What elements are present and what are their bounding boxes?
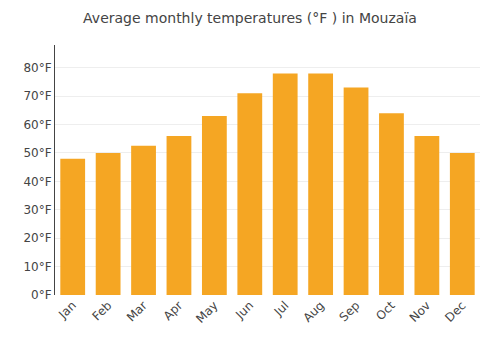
- svg-text:10°F: 10°F: [23, 260, 51, 274]
- svg-text:60°F: 60°F: [23, 118, 51, 132]
- svg-text:0°F: 0°F: [31, 288, 52, 302]
- svg-text:Apr: Apr: [161, 298, 186, 323]
- svg-text:Jun: Jun: [232, 298, 256, 322]
- svg-text:70°F: 70°F: [23, 89, 51, 103]
- svg-text:Oct: Oct: [373, 298, 398, 323]
- svg-text:Jul: Jul: [271, 298, 292, 319]
- svg-text:Feb: Feb: [90, 298, 115, 323]
- svg-text:May: May: [193, 298, 220, 325]
- svg-text:Jan: Jan: [55, 298, 79, 322]
- svg-text:Mar: Mar: [124, 298, 150, 324]
- svg-text:80°F: 80°F: [23, 61, 51, 75]
- svg-text:Sep: Sep: [337, 298, 363, 324]
- svg-text:Nov: Nov: [407, 298, 433, 324]
- svg-text:Average monthly temperatures (: Average monthly temperatures (°F ) in Mo…: [83, 10, 417, 26]
- svg-text:50°F: 50°F: [23, 146, 51, 160]
- svg-text:Aug: Aug: [301, 298, 327, 324]
- svg-text:30°F: 30°F: [23, 203, 51, 217]
- svg-text:Dec: Dec: [442, 298, 468, 324]
- svg-text:40°F: 40°F: [23, 175, 51, 189]
- svg-text:20°F: 20°F: [23, 231, 51, 245]
